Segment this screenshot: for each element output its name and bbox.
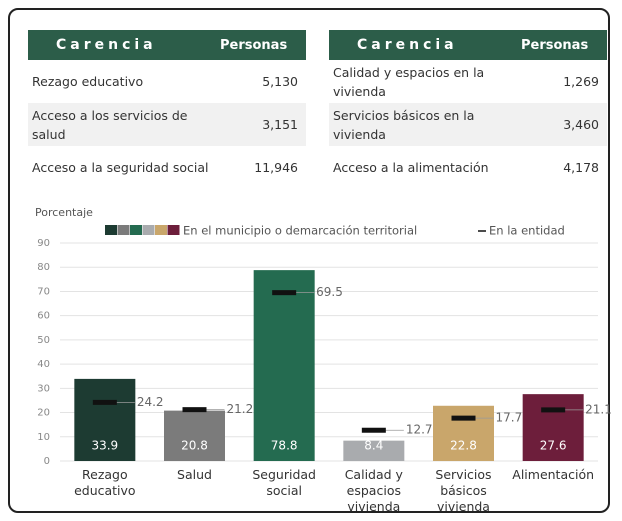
y-tick-label: 10: [37, 432, 50, 443]
bar: [522, 394, 584, 461]
entity-marker: [361, 427, 386, 433]
table-cell: 4,178: [563, 160, 599, 175]
legend-swatch: [155, 225, 167, 235]
table-cell: Acceso a los servicios de salud: [32, 107, 188, 142]
entity-value-label: 69.5: [316, 285, 343, 299]
bar-value-label: 8.4: [364, 439, 383, 453]
entity-value-label: 17.7: [496, 411, 523, 425]
table-row: Rezago educativo 5,130: [28, 60, 306, 103]
header-cell: Carencia: [56, 37, 157, 53]
table-row: Acceso a los servicios de salud 3,151: [28, 103, 306, 146]
y-tick-label: 20: [37, 408, 50, 419]
bar-value-label: 27.6: [540, 439, 567, 453]
bar-value-label: 78.8: [271, 439, 298, 453]
table-cell: 3,460: [563, 117, 599, 132]
bar: [253, 270, 315, 461]
entity-value-label: 21.2: [227, 402, 254, 416]
y-tick-label: 30: [37, 383, 50, 394]
y-tick-label: 0: [44, 456, 50, 467]
table-cell: 11,946: [254, 160, 298, 175]
x-tick-label: Seguridad social: [252, 467, 316, 498]
x-tick-label: Salud: [177, 467, 212, 482]
table-cell: Servicios básicos en la vivienda: [333, 107, 475, 142]
legend-label: En la entidad: [489, 224, 565, 238]
entity-value-label: 21.1: [585, 402, 612, 416]
y-tick-label: 40: [37, 359, 50, 370]
legend-swatch: [117, 225, 130, 235]
y-tick-label: 70: [37, 286, 50, 297]
bar: [74, 378, 136, 461]
entity-value-label: 12.7: [406, 423, 433, 437]
table-cell: 5,130: [262, 74, 298, 89]
header-cell: Personas: [220, 37, 288, 53]
header-cell: Personas: [521, 37, 589, 53]
x-tick-label: Servicios básicos vivienda: [435, 467, 492, 514]
table-row: Calidad y espacios en la vivienda 1,269: [329, 60, 607, 103]
table-cell: Rezago educativo: [32, 74, 144, 89]
table: Carencia Personas Calidad y espacios en la…: [329, 30, 607, 189]
table-row: Acceso a la alimentación 4,178: [329, 146, 607, 189]
table-cell: 3,151: [262, 117, 298, 132]
table-row: Acceso a la seguridad social 11,946: [28, 146, 306, 189]
table-cell: Calidad y espacios en la vivienda: [333, 64, 485, 99]
entity-marker: [182, 407, 207, 413]
legend-swatch: [130, 225, 142, 235]
x-tick-label: Rezago educativo: [74, 467, 136, 498]
table-header: Carencia Personas: [329, 30, 607, 60]
y-tick-label: 50: [37, 335, 50, 346]
y-axis-label: Porcentaje: [35, 206, 93, 219]
entity-marker: [272, 290, 297, 296]
table-cell: Acceso a la seguridad social: [32, 160, 209, 175]
table-cell: Acceso a la alimentación: [333, 160, 489, 175]
bar: [164, 410, 225, 461]
legend-swatch: [105, 225, 117, 235]
entity-value-label: 24.2: [137, 395, 164, 409]
bar: [433, 405, 494, 461]
frame: [8, 8, 610, 513]
legend-swatch: [142, 225, 155, 235]
bar-value-label: 22.8: [450, 439, 477, 453]
table-cell: 1,269: [563, 74, 599, 89]
y-tick-label: 80: [37, 262, 50, 273]
table-header: Carencia Personas: [28, 30, 306, 60]
bar-value-label: 33.9: [91, 439, 118, 453]
y-tick-label: 90: [37, 238, 50, 249]
table-row: Servicios básicos en la vivienda 3,460: [329, 103, 607, 146]
entity-marker: [92, 399, 117, 405]
x-tick-label: Alimentación: [512, 467, 595, 482]
bar-value-label: 20.8: [181, 439, 208, 453]
bar: [343, 440, 405, 461]
entity-marker: [541, 407, 566, 413]
legend-label: En el municipio o demarcación territoria…: [183, 224, 417, 238]
entity-marker: [451, 415, 476, 421]
y-tick-label: 60: [37, 311, 50, 322]
x-tick-label: Calidad y espacios vivienda: [344, 467, 403, 514]
header-cell: Carencia: [357, 37, 458, 53]
table: Carencia Personas Rezago educativo 5,130 Acc…: [28, 30, 306, 189]
legend-swatch: [167, 225, 180, 235]
